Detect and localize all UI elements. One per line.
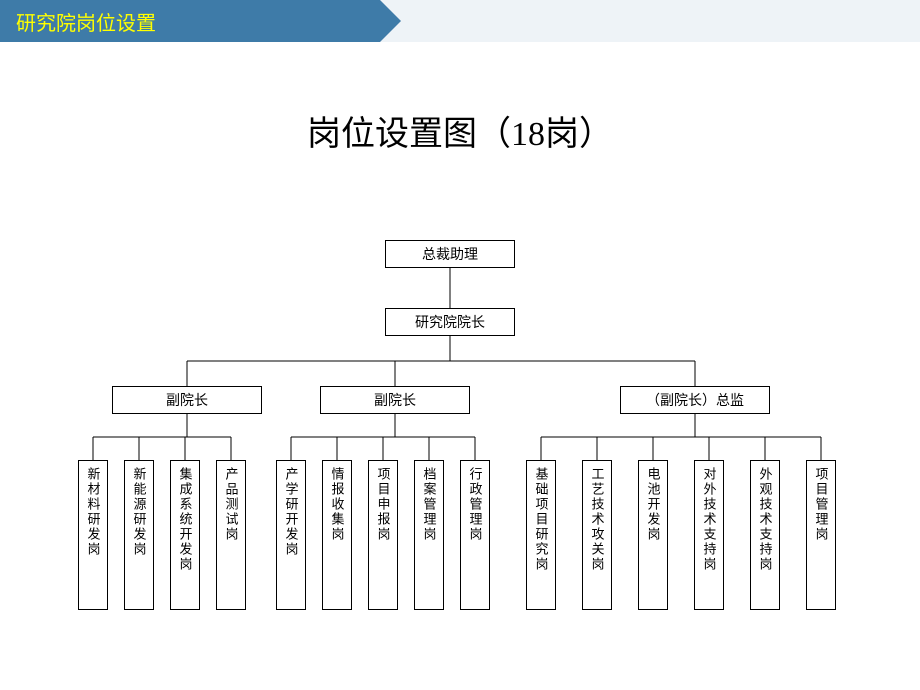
header-bar: 研究院岗位设置 (0, 0, 380, 42)
leaf-a-2: 集成系统开发岗 (170, 460, 200, 610)
leaf-c-4: 外观技术支持岗 (750, 460, 780, 610)
leaf-a-1: 新能源研发岗 (124, 460, 154, 610)
node-level3-c: （副院长）总监 (620, 386, 770, 414)
leaf-b-3: 档案管理岗 (414, 460, 444, 610)
leaf-c-5: 项目管理岗 (806, 460, 836, 610)
leaf-a-3: 产品测试岗 (216, 460, 246, 610)
header-title: 研究院岗位设置 (0, 7, 156, 36)
header-chevron-icon (380, 0, 401, 42)
leaf-c-3: 对外技术支持岗 (694, 460, 724, 610)
leaf-c-1: 工艺技术攻关岗 (582, 460, 612, 610)
node-level3-b: 副院长 (320, 386, 470, 414)
leaf-b-4: 行政管理岗 (460, 460, 490, 610)
page-title: 岗位设置图（18岗） (0, 106, 920, 155)
node-level3-a: 副院长 (112, 386, 262, 414)
header-bar-wrap: 研究院岗位设置 (0, 0, 380, 42)
org-chart: 总裁助理研究院院长副院长 副院长 （副院长）总监新材料研发岗新能源研发岗集成系统开发… (0, 240, 920, 680)
node-level2: 研究院院长 (385, 308, 515, 336)
leaf-a-0: 新材料研发岗 (78, 460, 108, 610)
node-top: 总裁助理 (385, 240, 515, 268)
leaf-b-0: 产学研开发岗 (276, 460, 306, 610)
header-backdrop (380, 0, 920, 42)
leaf-b-2: 项目申报岗 (368, 460, 398, 610)
leaf-c-2: 电池开发岗 (638, 460, 668, 610)
leaf-b-1: 情报收集岗 (322, 460, 352, 610)
leaf-c-0: 基础项目研究岗 (526, 460, 556, 610)
